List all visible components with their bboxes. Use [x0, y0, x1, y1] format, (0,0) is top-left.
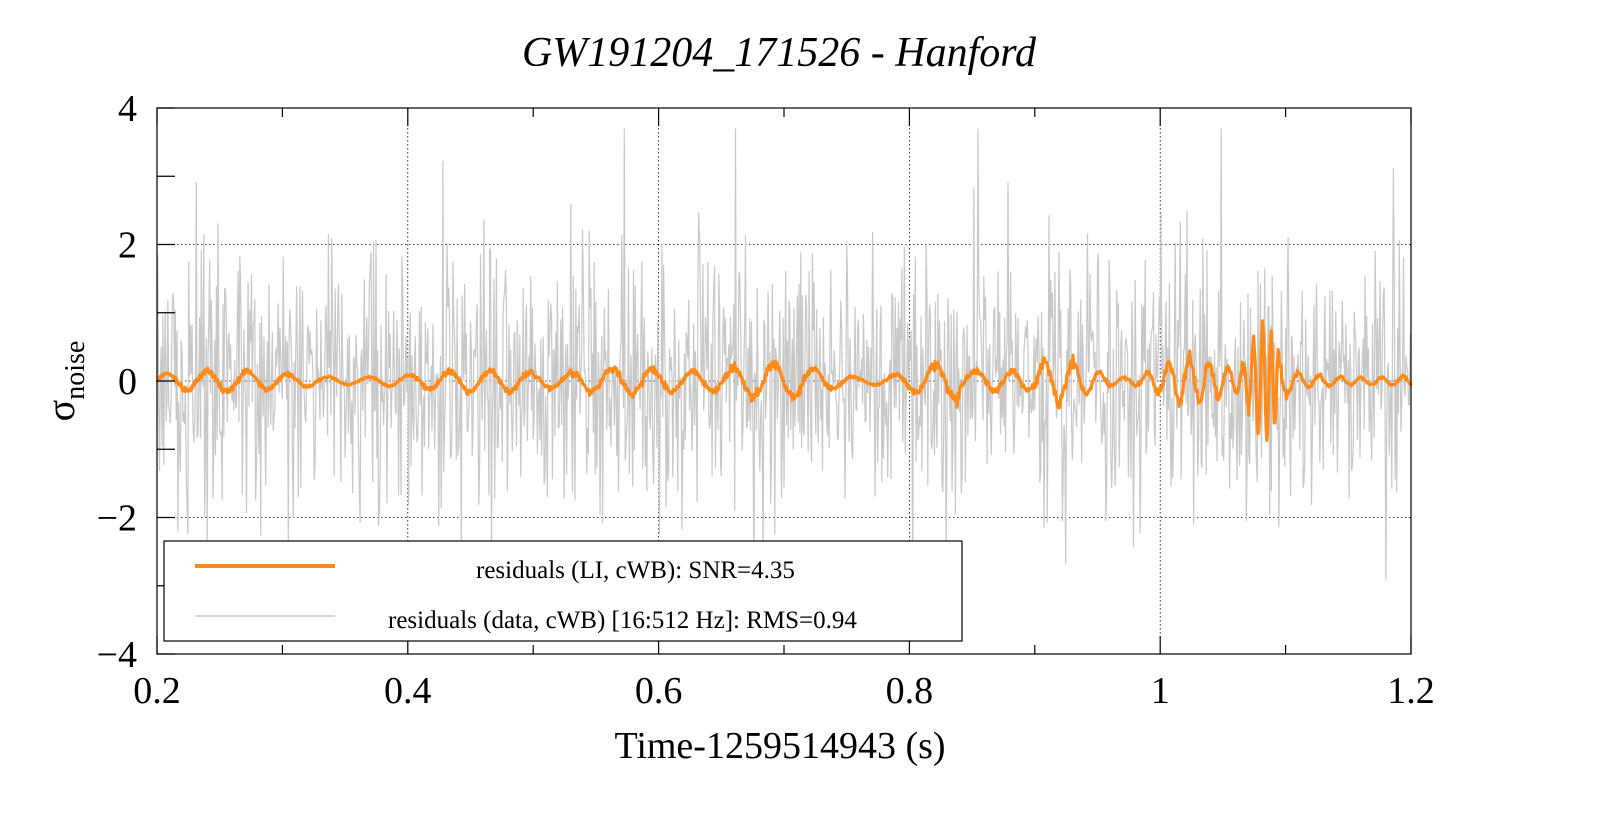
y-axis-label: σnoise	[38, 341, 91, 422]
series-li-residuals	[155, 319, 1413, 442]
y-tick-label: 4	[118, 88, 137, 130]
y-axis-label-sub: noise	[60, 341, 91, 400]
series-data-residuals	[156, 128, 1412, 586]
x-tick-label: 0.8	[886, 670, 934, 712]
legend-label-data: residuals (data, cWB) [16:512 Hz]: RMS=0…	[388, 607, 857, 634]
legend-label-li: residuals (LI, cWB): SNR=4.35	[476, 557, 795, 584]
x-tick-label: 0.2	[133, 670, 181, 712]
legend: residuals (LI, cWB): SNR=4.35 residuals …	[163, 540, 963, 642]
svg-text:σnoise: σnoise	[38, 341, 91, 422]
y-tick-labels: −4 −2 0 2 4	[97, 88, 137, 676]
y-axis-label-main: σ	[38, 400, 83, 422]
y-tick-label: −4	[97, 634, 137, 676]
x-axis-label: Time-1259514943 (s)	[614, 725, 945, 767]
chart-title: GW191204_171526 - Hanford	[522, 30, 1037, 76]
y-tick-label: −2	[97, 498, 137, 540]
x-tick-label: 1.2	[1387, 670, 1435, 712]
legend-box	[163, 540, 963, 642]
data-residuals-line	[156, 128, 1412, 586]
x-tick-label: 0.6	[635, 670, 683, 712]
li-residuals-line	[155, 319, 1413, 442]
x-tick-label: 1	[1151, 670, 1170, 712]
x-tick-labels: 0.2 0.4 0.6 0.8 1 1.2	[133, 670, 1435, 712]
x-tick-label: 0.4	[384, 670, 432, 712]
y-tick-label: 0	[118, 361, 137, 403]
y-tick-label: 2	[118, 225, 137, 267]
